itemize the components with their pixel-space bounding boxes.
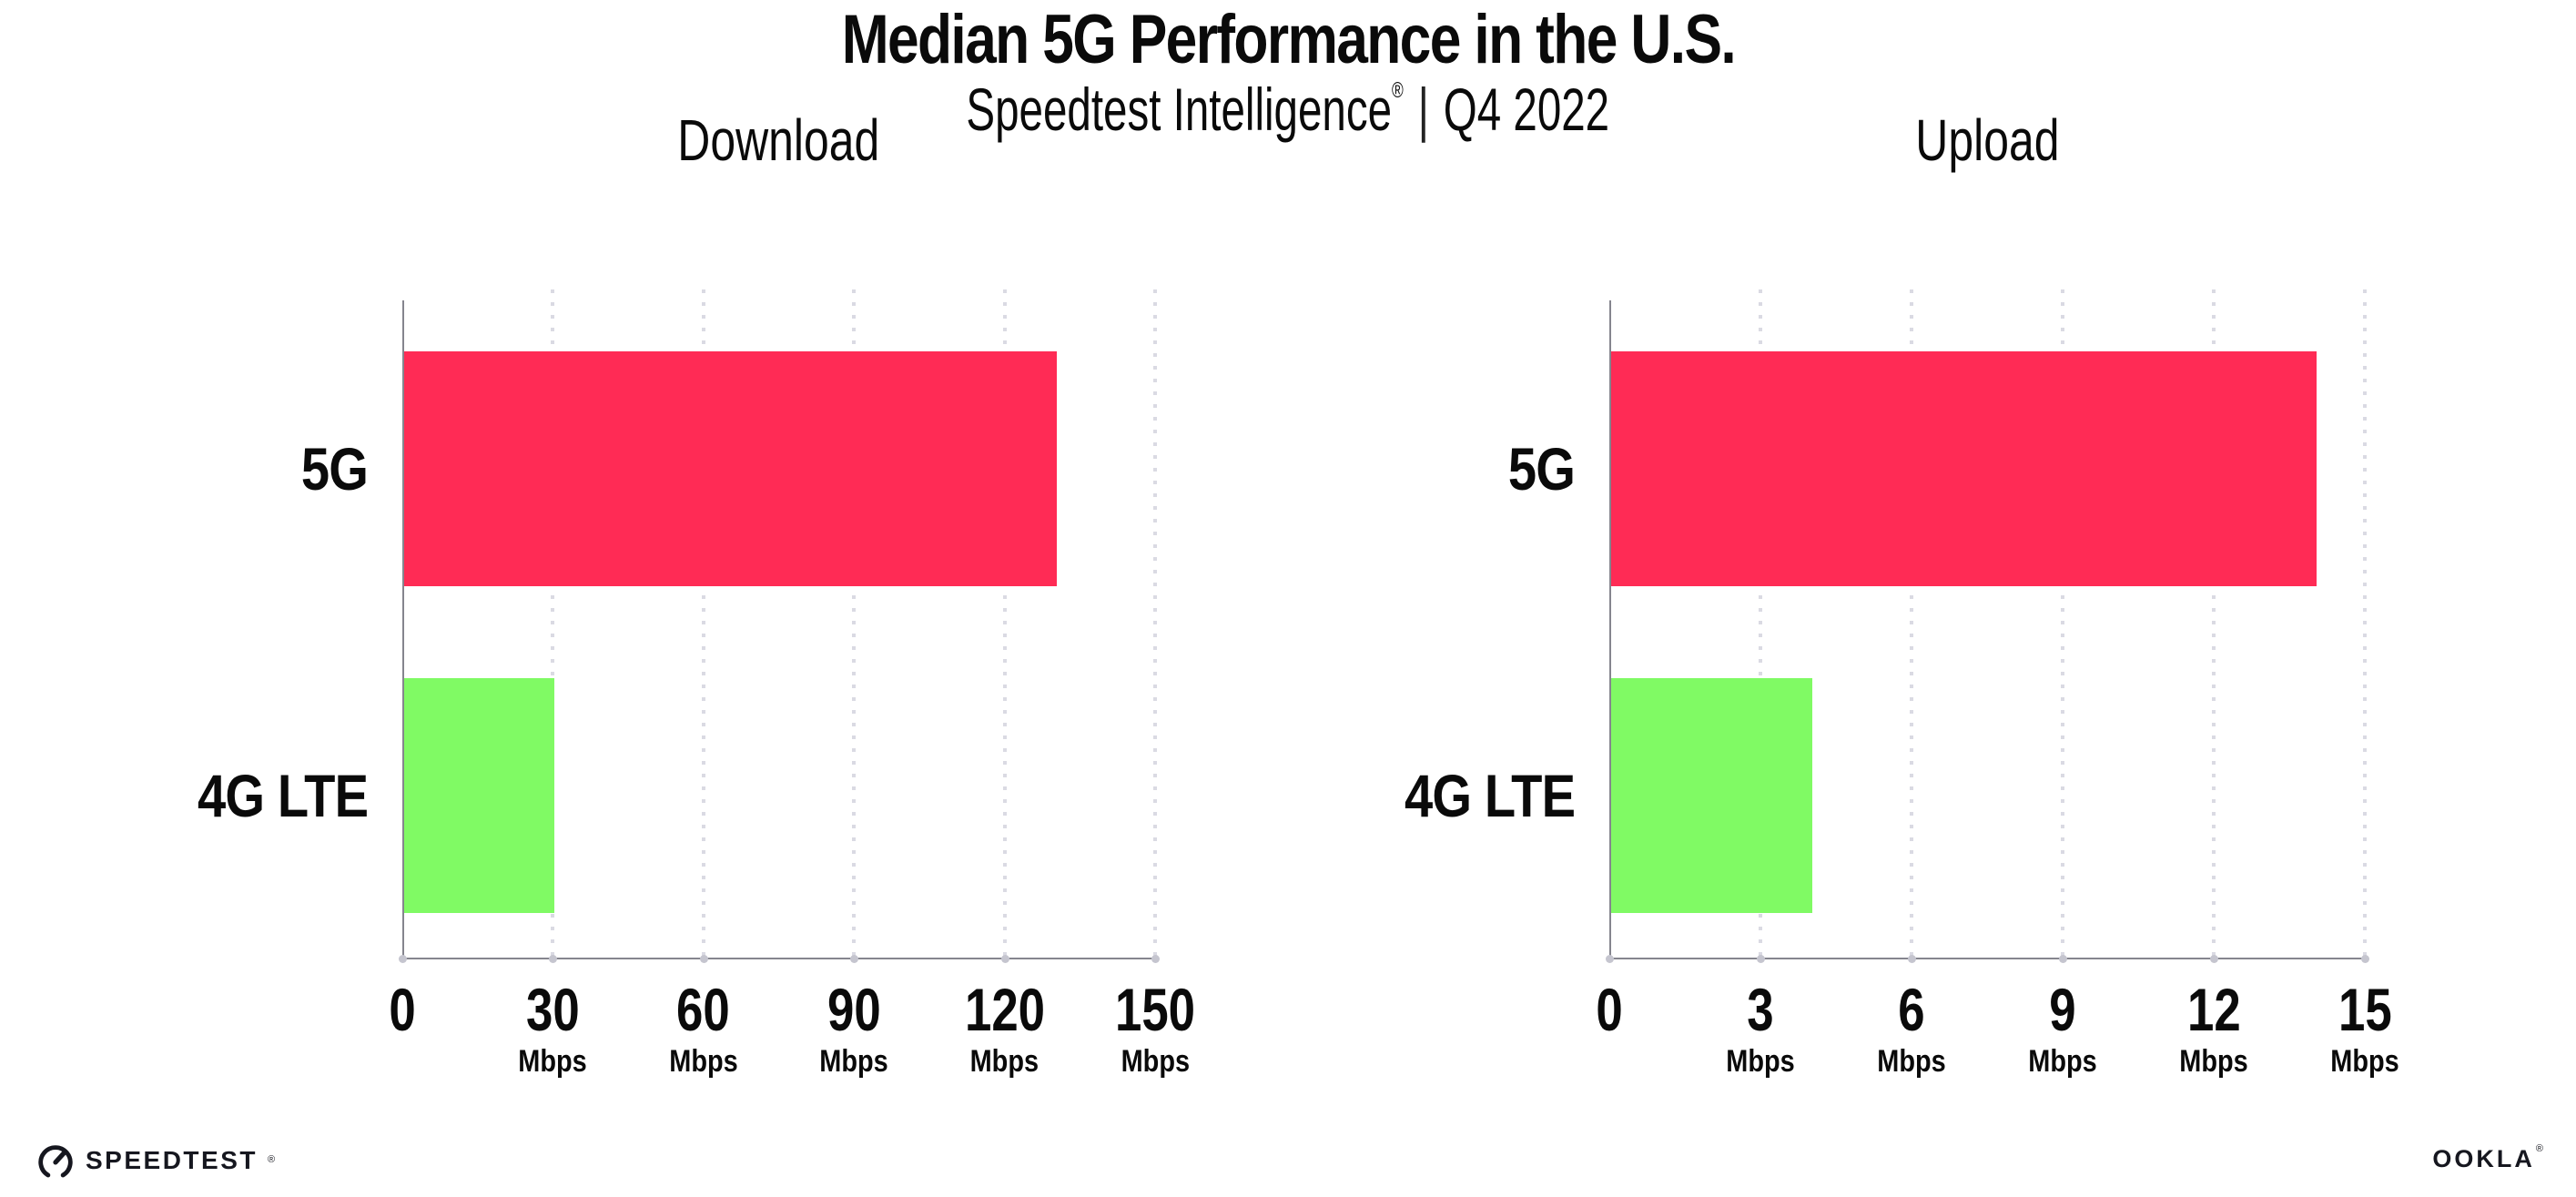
x-tick: 15 Mbps (2325, 979, 2406, 1078)
ookla-logo: OOKLA ® (2432, 1143, 2543, 1173)
gridlines (402, 289, 1157, 959)
gridline (2363, 289, 2367, 958)
category-label-4g-lte: 4G LTE (1404, 762, 1576, 829)
page-title: Median 5G Performance in the U.S. (0, 4, 2576, 76)
upload-bar-5g (1611, 351, 2317, 586)
download-chart: Download 5G 4G LTE 0 30 Mbps 60 Mbps 90 Mbps 12… (198, 0, 1195, 1197)
category-label-5g: 5G (1507, 435, 1576, 502)
y-axis-line (1609, 300, 1611, 959)
gridline (2061, 289, 2064, 958)
subtitle-separator: | (1417, 76, 1430, 143)
registered-mark: ® (1392, 78, 1405, 103)
x-tick-value: 90 (827, 976, 881, 1043)
gridline (1759, 289, 1762, 958)
x-tick-unit: Mbps (819, 1044, 888, 1079)
gridline (1002, 289, 1007, 958)
x-tick-value: 6 (1898, 976, 1925, 1043)
x-tick-unit: Mbps (969, 1044, 1040, 1079)
axis-tick-dot (1757, 955, 1765, 963)
registered-mark: ® (2535, 1143, 2543, 1154)
axis-tick-dot (699, 955, 708, 963)
page-title-text: Median 5G Performance in the U.S. (841, 1, 1736, 78)
gridline (701, 289, 705, 958)
x-tick: 0 (386, 979, 420, 1040)
upload-chart-title: Upload (1914, 107, 2060, 173)
category-label-4g-lte: 4G LTE (197, 762, 369, 829)
x-tick-value: 0 (1596, 976, 1623, 1043)
gridline (1910, 289, 1913, 958)
subtitle: Speedtest Intelligence® | Q4 2022 (0, 76, 2576, 142)
speedometer-gauge-icon (38, 1145, 73, 1178)
subtitle-brand: Speedtest Intelligence (966, 76, 1393, 143)
speedtest-logo: SPEEDTEST ® (35, 1140, 275, 1182)
axis-tick-dot (2210, 955, 2218, 963)
x-tick-value: 30 (526, 976, 580, 1043)
x-tick: 120 Mbps (955, 979, 1055, 1078)
axis-tick-dot (1908, 955, 1916, 963)
axis-tick-dot (1000, 955, 1009, 963)
x-tick: 6 Mbps (1871, 979, 1952, 1078)
x-tick-value: 12 (2186, 976, 2241, 1043)
x-tick-value: 3 (1747, 976, 1774, 1043)
y-axis-line (402, 300, 404, 959)
x-tick-unit: Mbps (669, 1044, 738, 1079)
gridline (2212, 289, 2216, 958)
gridline (551, 289, 555, 958)
upload-plot-area (1606, 289, 2369, 963)
x-tick: 60 Mbps (663, 979, 744, 1078)
ookla-wordmark: OOKLA (2432, 1145, 2535, 1172)
x-tick: 150 Mbps (1105, 979, 1205, 1078)
x-tick-value: 0 (389, 976, 416, 1043)
subtitle-period: Q4 2022 (1444, 76, 1610, 143)
x-tick-value: 120 (964, 976, 1045, 1043)
registered-mark: ® (267, 1153, 276, 1165)
gridline (1153, 289, 1157, 958)
download-plot-area (399, 289, 1160, 963)
x-tick-unit: Mbps (518, 1044, 588, 1079)
x-axis-line (1609, 958, 2365, 959)
x-tick-value: 9 (2049, 976, 2076, 1043)
x-tick-value: 150 (1114, 976, 1196, 1043)
category-label-5g: 5G (300, 435, 369, 502)
axis-tick-dot (2361, 955, 2369, 963)
x-tick-value: 60 (676, 976, 731, 1043)
axis-tick-dot (1151, 955, 1160, 963)
x-tick-unit: Mbps (1877, 1044, 1946, 1079)
x-tick: 30 Mbps (512, 979, 593, 1078)
x-axis-line (402, 958, 1155, 959)
x-tick: 0 (1593, 979, 1627, 1040)
x-tick-unit: Mbps (2330, 1044, 2399, 1079)
download-chart-title: Download (677, 107, 880, 173)
axis-tick-dot (850, 955, 859, 963)
axis-tick-dot (2059, 955, 2067, 963)
speedtest-wordmark: SPEEDTEST (86, 1146, 258, 1174)
upload-bar-4g-lte (1611, 678, 1813, 913)
download-bar-4g-lte (404, 678, 555, 913)
x-tick-value: 15 (2338, 976, 2392, 1043)
x-tick-unit: Mbps (1726, 1044, 1795, 1079)
x-tick: 12 Mbps (2174, 979, 2255, 1078)
x-tick: 3 Mbps (1720, 979, 1801, 1078)
x-tick: 90 Mbps (814, 979, 895, 1078)
gridlines (1609, 289, 2367, 959)
x-tick-unit: Mbps (2028, 1044, 2097, 1079)
upload-chart: Upload 5G 4G LTE 0 3 Mbps 6 Mbps 9 Mbps 12 Mbps 1… (1405, 0, 2399, 1197)
download-bar-5g (404, 351, 1057, 586)
gridline (852, 289, 857, 958)
axis-tick-dot (549, 955, 558, 963)
axis-tick-dot (1606, 955, 1614, 963)
x-tick-unit: Mbps (1121, 1044, 1190, 1079)
x-tick-labels: 0 30 Mbps 60 Mbps 90 Mbps 120 Mbps 150 Mbps (389, 979, 1195, 1089)
x-tick-labels: 0 3 Mbps 6 Mbps 9 Mbps 12 Mbps 15 Mbps (1596, 979, 2399, 1089)
axis-tick-dot (399, 955, 407, 963)
x-tick: 9 Mbps (2023, 979, 2104, 1078)
x-tick-unit: Mbps (2179, 1044, 2248, 1079)
